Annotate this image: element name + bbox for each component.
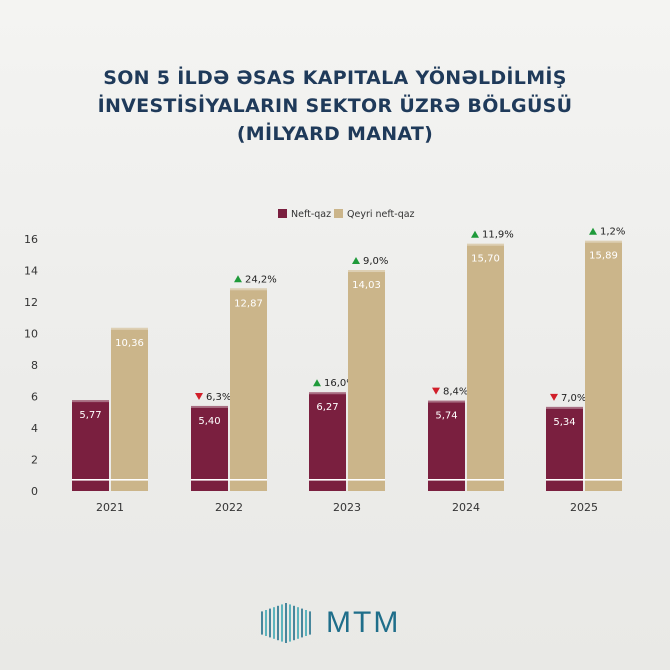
bar-group-2024: 5,74 8,4% 15,70 11,9% [428, 230, 514, 491]
change-label: 6,3% [206, 392, 231, 403]
neft-bar-2021 [72, 400, 109, 491]
change-label: 16,0% [324, 378, 356, 389]
up-arrow-icon [589, 227, 597, 235]
legend-label: Qeyri neft-qaz [347, 209, 415, 220]
y-tick-label: 12 [24, 296, 38, 309]
bar-highlight [348, 270, 385, 273]
change-label: 9,0% [363, 256, 388, 267]
bar-value-label: 14,03 [352, 280, 381, 291]
title-line-3: (MİLYARD MANAT) [236, 123, 434, 145]
legend-swatch [334, 209, 343, 218]
bar-highlight [309, 392, 346, 395]
bar-value-label: 6,27 [316, 402, 338, 413]
bar-highlight [111, 327, 148, 330]
x-tick-label-2022: 2022 [215, 501, 243, 514]
legend-swatch [278, 209, 287, 218]
bar-group-2021: 5,77 10,36 [72, 327, 148, 491]
bar-value-label: 12,87 [234, 298, 263, 309]
chart-title: SON 5 İLDƏ ƏSAS KAPITALA YÖNƏLDİLMİŞ İNV… [0, 64, 670, 148]
up-arrow-icon [471, 230, 479, 238]
qeyri-bar-2022 [230, 288, 267, 491]
change-label: 24,2% [245, 274, 277, 285]
bar-highlight [191, 405, 228, 408]
y-tick-label: 8 [31, 359, 38, 372]
y-axis: 0 2 4 6 8 10 12 14 16 [24, 233, 38, 498]
logo-mark-icon [261, 603, 311, 643]
logo-text: MTM [326, 606, 401, 639]
down-arrow-icon [432, 387, 440, 395]
qeyri-bar-2024 [467, 243, 504, 491]
bar-group-2025: 5,34 7,0% 15,89 1,2% [546, 227, 625, 491]
bar-chart: Neft-qaz Qeyri neft-qaz 0 2 4 6 8 10 12 14 16 5,7… [24, 209, 625, 514]
bar-highlight [230, 288, 267, 291]
bar-highlight [428, 400, 465, 403]
x-tick-label-2024: 2024 [452, 501, 480, 514]
neft-bar-2023 [309, 392, 346, 491]
legend-label: Neft-qaz [291, 209, 331, 220]
neft-bar-2024 [428, 400, 465, 491]
x-tick-label-2021: 2021 [96, 501, 124, 514]
bar-value-label: 15,70 [471, 254, 500, 265]
bar-highlight [546, 406, 583, 409]
down-arrow-icon [550, 393, 558, 401]
bar-base-stripe [309, 479, 385, 481]
change-label: 8,4% [443, 387, 468, 398]
y-tick-label: 2 [31, 454, 38, 467]
bars: 5,77 10,36 5,40 6,3% 12,87 24,2% 6,27 16,0% 14,0… [72, 227, 625, 491]
neft-bar-2025 [546, 406, 583, 491]
change-label: 1,2% [600, 227, 625, 238]
title-line-2: İNVESTİSİYALARIN SEKTOR ÜZRƏ BÖLGÜSÜ [97, 95, 573, 117]
qeyri-bar-2025 [585, 240, 622, 491]
y-tick-label: 14 [24, 265, 38, 278]
bar-base-stripe [428, 479, 504, 481]
change-label: 7,0% [561, 393, 586, 404]
bar-group-2022: 5,40 6,3% 12,87 24,2% [191, 274, 277, 491]
title-line-1: SON 5 İLDƏ ƏSAS KAPITALA YÖNƏLDİLMİŞ [103, 67, 567, 89]
neft-bar-2022 [191, 405, 228, 491]
mtm-logo: MTM [258, 598, 418, 648]
qeyri-bar-2023 [348, 270, 385, 491]
y-tick-label: 6 [31, 391, 38, 404]
bar-base-stripe [191, 479, 267, 481]
bar-highlight [72, 400, 109, 403]
bar-highlight [585, 240, 622, 243]
y-tick-label: 4 [31, 422, 38, 435]
bar-value-label: 15,89 [589, 251, 618, 262]
y-tick-label: 0 [31, 485, 38, 498]
x-tick-label-2025: 2025 [570, 501, 598, 514]
x-tick-label-2023: 2023 [333, 501, 361, 514]
down-arrow-icon [195, 392, 203, 400]
legend: Neft-qaz Qeyri neft-qaz [278, 209, 415, 220]
y-tick-label: 10 [24, 328, 38, 341]
qeyri-bar-2021 [111, 327, 148, 491]
y-tick-label: 16 [24, 233, 38, 246]
x-axis: 2021 2022 2023 2024 2025 [96, 501, 598, 514]
bar-base-stripe [546, 479, 622, 481]
bar-value-label: 5,77 [79, 410, 101, 421]
change-label: 11,9% [482, 230, 514, 241]
bar-highlight [467, 243, 504, 246]
up-arrow-icon [352, 257, 360, 265]
bar-value-label: 5,40 [198, 416, 220, 427]
bar-value-label: 5,34 [553, 417, 575, 428]
bar-value-label: 5,74 [435, 411, 457, 422]
up-arrow-icon [313, 379, 321, 387]
bar-value-label: 10,36 [115, 338, 144, 349]
bar-base-stripe [72, 479, 148, 481]
bar-group-2023: 6,27 16,0% 14,03 9,0% [309, 256, 388, 491]
up-arrow-icon [234, 275, 242, 283]
